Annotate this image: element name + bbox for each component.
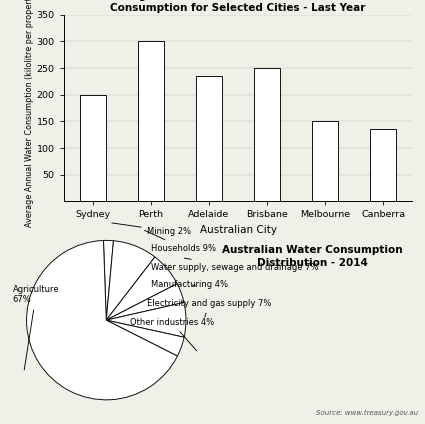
X-axis label: Australian City: Australian City: [199, 225, 277, 235]
Text: Source: www.treasury.gov.au: Source: www.treasury.gov.au: [317, 410, 419, 416]
Text: Other industries 4%: Other industries 4%: [130, 318, 214, 351]
Wedge shape: [106, 257, 177, 320]
Text: Water supply, sewage and drainage 7%: Water supply, sewage and drainage 7%: [151, 258, 318, 272]
Wedge shape: [26, 240, 177, 400]
Text: Electricity and gas supply 7%: Electricity and gas supply 7%: [147, 298, 271, 317]
Bar: [254, 68, 280, 201]
Title: Average Australian Annual Residential Water
Consumption for Selected Cities - La: Average Australian Annual Residential Wa…: [105, 0, 371, 13]
Wedge shape: [103, 240, 113, 320]
Y-axis label: Average Annual Water Consumption (kilolitre per property): Average Annual Water Consumption (kiloli…: [25, 0, 34, 227]
Wedge shape: [106, 302, 186, 337]
Text: Agriculture
67%: Agriculture 67%: [13, 285, 60, 370]
Wedge shape: [106, 284, 184, 320]
Bar: [312, 121, 338, 201]
Wedge shape: [106, 320, 184, 356]
Text: Manufacturing 4%: Manufacturing 4%: [151, 279, 228, 289]
Text: Australian Water Consumption
Distribution - 2014: Australian Water Consumption Distributio…: [222, 245, 402, 268]
Bar: [370, 129, 397, 201]
Text: Households 9%: Households 9%: [144, 230, 216, 253]
Bar: [196, 76, 222, 201]
Bar: [138, 42, 164, 201]
Bar: [79, 95, 106, 201]
Wedge shape: [106, 241, 155, 320]
Text: Mining 2%: Mining 2%: [112, 223, 191, 236]
